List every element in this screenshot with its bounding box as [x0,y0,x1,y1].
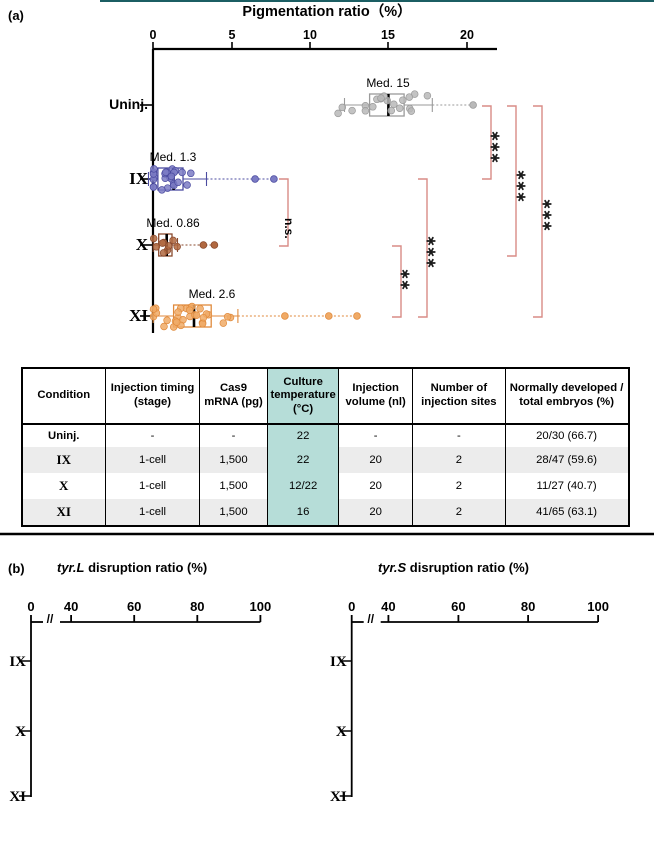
svg-text:IX: IX [330,654,347,670]
svg-text:80: 80 [190,599,204,614]
svg-text:Med. 15: Med. 15 [366,76,410,90]
svg-text:0: 0 [27,599,34,614]
svg-text:100: 100 [587,599,609,614]
svg-text:Med. 1.3: Med. 1.3 [150,150,197,164]
svg-text:X: X [15,724,26,740]
svg-text:100: 100 [250,599,272,614]
svg-text://: // [47,612,54,626]
svg-text:40: 40 [64,599,78,614]
svg-text:Uninj.: Uninj. [109,96,148,112]
svg-text:(a): (a) [8,8,24,23]
svg-text:0: 0 [348,599,355,614]
svg-text:Pigmentation ratio（%）: Pigmentation ratio（%） [242,2,411,20]
svg-text:Med. 2.6: Med. 2.6 [189,287,236,301]
svg-text:80: 80 [521,599,535,614]
svg-text:0: 0 [150,28,157,42]
svg-text:Med. 0.86: Med. 0.86 [146,216,200,230]
svg-text:40: 40 [381,599,395,614]
svg-text:20: 20 [460,28,474,42]
svg-text://: // [367,612,374,626]
svg-text:tyr.S disruption ratio (%): tyr.S disruption ratio (%) [378,560,529,575]
svg-text:n.s.: n.s. [282,218,296,239]
svg-text:tyr.L disruption ratio (%): tyr.L disruption ratio (%) [57,560,207,575]
svg-text:15: 15 [381,28,395,42]
svg-text:(b): (b) [8,561,25,576]
svg-text:XI: XI [9,789,26,805]
svg-text:10: 10 [303,28,317,42]
svg-text:IX: IX [9,654,26,670]
svg-text:60: 60 [451,599,465,614]
svg-text:5: 5 [229,28,236,42]
svg-text:60: 60 [127,599,141,614]
svg-text:XI: XI [330,789,347,805]
svg-text:X: X [336,724,347,740]
